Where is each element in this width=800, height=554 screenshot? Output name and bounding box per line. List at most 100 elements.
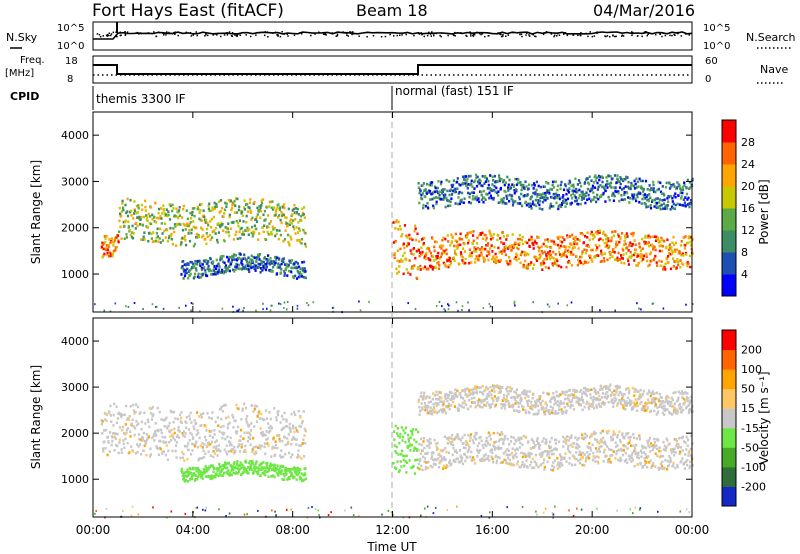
range-cell: [618, 186, 622, 189]
range-cell: [483, 403, 486, 407]
range-cell: [449, 244, 452, 247]
range-cell: [241, 263, 244, 266]
range-cell: [554, 253, 557, 256]
range-cell: [541, 196, 544, 199]
nsearch-point: [220, 35, 222, 38]
range-cell: [619, 176, 622, 179]
range-cell: [208, 202, 211, 206]
range-cell: [207, 450, 210, 454]
range-cell: [94, 303, 96, 306]
range-cell: [678, 436, 681, 440]
range-cell: [506, 234, 509, 237]
range-cell: [524, 180, 527, 184]
range-cell: [295, 277, 299, 280]
nave-label: Nave: [760, 63, 788, 76]
range-cell: [607, 237, 610, 240]
range-cell: [679, 450, 682, 454]
range-cell: [683, 236, 686, 240]
nsearch-point: [384, 35, 387, 38]
range-cell: [532, 441, 535, 444]
range-cell: [466, 456, 469, 459]
range-cell: [669, 267, 673, 271]
range-cell: [136, 224, 139, 228]
range-cell: [460, 396, 463, 399]
range-cell: [492, 256, 495, 260]
range-cell: [632, 444, 635, 447]
range-cell: [423, 256, 426, 259]
range-cell: [656, 197, 659, 200]
range-cell: [209, 454, 212, 457]
range-cell: [409, 449, 412, 452]
range-cell: [597, 447, 601, 451]
range-cell: [243, 199, 246, 202]
range-cell: [248, 424, 251, 427]
range-cell: [467, 183, 470, 186]
range-cell: [161, 452, 164, 455]
range-cell: [582, 451, 585, 455]
range-cell: [502, 442, 505, 446]
range-cell: [258, 253, 261, 256]
range-cell: [155, 236, 158, 240]
range-cell: [436, 186, 439, 190]
range-cell: [211, 436, 214, 439]
range-cell: [167, 236, 171, 240]
nsearch-point: [264, 31, 267, 33]
range-cell: [228, 265, 231, 268]
range-cell: [399, 432, 402, 436]
range-cell: [511, 463, 514, 466]
range-cell: [447, 204, 450, 208]
range-cell: [210, 217, 213, 221]
range-cell: [644, 241, 648, 244]
range-cell: [672, 464, 675, 468]
range-cell: [621, 198, 624, 202]
range-cell: [637, 453, 640, 457]
range-cell: [674, 195, 677, 199]
range-cell: [273, 263, 276, 267]
range-cell: [120, 415, 123, 419]
range-cell: [269, 200, 272, 204]
range-cell: [283, 203, 286, 206]
range-cell: [106, 453, 109, 457]
range-cell: [398, 265, 401, 268]
range-cell: [417, 430, 420, 434]
range-cell: [522, 452, 525, 455]
range-cell: [240, 259, 243, 263]
range-cell: [523, 194, 526, 197]
range-cell: [103, 412, 106, 415]
range-cell: [595, 438, 598, 442]
range-cell: [217, 270, 220, 274]
range-cell: [127, 305, 130, 308]
range-cell: [459, 251, 463, 254]
range-cell: [212, 455, 215, 459]
range-cell: [464, 182, 467, 185]
range-cell: [477, 386, 480, 390]
range-cell: [205, 242, 208, 246]
range-cell: [487, 442, 490, 445]
range-cell: [178, 222, 181, 226]
range-cell: [682, 204, 685, 207]
range-cell: [673, 185, 676, 188]
range-cell: [461, 305, 464, 308]
range-cell: [559, 253, 562, 256]
range-cell: [152, 413, 155, 416]
range-cell: [131, 236, 135, 240]
range-cell: [530, 438, 533, 441]
range-cell: [244, 450, 247, 454]
range-cell: [522, 184, 525, 187]
range-cell: [658, 259, 661, 263]
range-cell: [184, 269, 187, 272]
range-cell: [262, 466, 265, 469]
range-cell: [109, 414, 112, 417]
range-cell: [148, 425, 151, 429]
range-cell: [600, 438, 603, 441]
range-cell: [645, 456, 648, 459]
range-cell: [473, 391, 476, 394]
range-cell: [541, 200, 545, 204]
range-cell: [544, 442, 547, 445]
range-cell: [204, 464, 207, 468]
nsearch-point: [99, 36, 102, 38]
range-cell: [585, 249, 588, 252]
range-cell: [423, 402, 427, 405]
range-cell: [216, 469, 219, 473]
